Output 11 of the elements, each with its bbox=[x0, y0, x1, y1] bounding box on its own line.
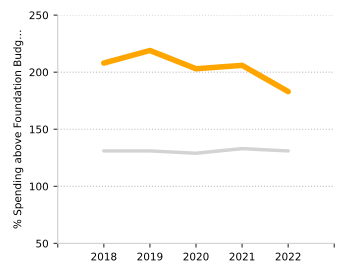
x-tick-label: 2018 bbox=[91, 252, 116, 260]
y-axis-title: % Spending above Foundation Budg… bbox=[13, 30, 24, 228]
y-tick-label: 250 bbox=[30, 11, 48, 20]
y-tick-label: 100 bbox=[30, 182, 48, 190]
x-tick-label: 2021 bbox=[230, 252, 254, 260]
x-tick-label: 2022 bbox=[276, 252, 300, 260]
y-tick-label: 200 bbox=[30, 68, 48, 76]
x-tick-label: 2020 bbox=[184, 252, 209, 260]
y-tick-label: 50 bbox=[36, 240, 48, 248]
y-tick-label: 150 bbox=[30, 125, 48, 134]
x-tick-label: 2019 bbox=[137, 252, 162, 260]
